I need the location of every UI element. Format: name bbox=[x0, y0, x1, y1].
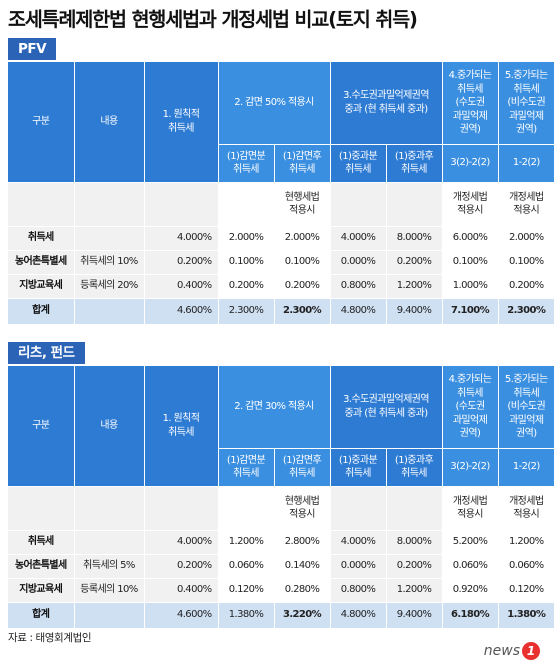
header-naeyong: 내용 bbox=[74, 62, 145, 183]
header-gubun: 구분 bbox=[8, 366, 75, 487]
header-metro: 3.수도권과밀억제권역 중과 (현 취득세 중과) bbox=[330, 366, 443, 449]
sub-reduce-before: (1)감면분 취득세 bbox=[218, 144, 275, 183]
note-new-5: 개정세법 적용시 bbox=[498, 486, 555, 531]
sub-col5: 1-2(2) bbox=[498, 144, 555, 183]
sub-reduce-after: (1)감면후 취득세 bbox=[274, 144, 331, 183]
header-col5: 5.중가되는 취득세 (비수도권 과밀억제 권역) bbox=[498, 366, 555, 449]
header-naeyong: 내용 bbox=[74, 366, 145, 487]
sub-metro-before: (1)중과분 취득세 bbox=[330, 144, 387, 183]
table-row: 지방교육세 등록세의 20% 0.400% 0.200% 0.200% 0.80… bbox=[8, 274, 555, 299]
logo-text: news bbox=[483, 643, 520, 659]
table-row: 취득세 4.000% 1.200% 2.800% 4.000% 8.000% 5… bbox=[8, 530, 555, 555]
section-badge-reits: 리츠, 펀드 bbox=[8, 342, 85, 364]
section-badge-pfv: PFV bbox=[8, 38, 57, 60]
page-title: 조세특례제한법 현행세법과 개정세법 비교(토지 취득) bbox=[8, 8, 418, 31]
comparison-table-reits: 구분 내용 1. 원칙적 취득세 2. 감면 30% 적용시 3.수도권과밀억제권… bbox=[8, 366, 555, 629]
header-reduce: 2. 감면 50% 적용시 bbox=[218, 62, 331, 145]
note-current: 현행세법 적용시 bbox=[274, 182, 331, 227]
note-new-4: 개정세법 적용시 bbox=[442, 486, 499, 531]
header-col4: 4.중가되는 취득세 (수도권 과밀억제 권역) bbox=[442, 366, 499, 449]
header-col4: 4.중가되는 취득세 (수도권 과밀억제 권역) bbox=[442, 62, 499, 145]
news1-logo: news 1 bbox=[484, 640, 540, 662]
sub-col5: 1-2(2) bbox=[498, 448, 555, 487]
total-row: 합계 4.600% 2.300% 2.300% 4.800% 9.400% 7.… bbox=[8, 298, 555, 325]
sub-col4: 3(2)-2(2) bbox=[442, 144, 499, 183]
header-basic: 1. 원칙적 취득세 bbox=[144, 62, 219, 183]
table-row: 농어촌특별세 취득세의 5% 0.200% 0.060% 0.140% 0.00… bbox=[8, 554, 555, 579]
header-basic: 1. 원칙적 취득세 bbox=[144, 366, 219, 487]
total-row: 합계 4.600% 1.380% 3.220% 4.800% 9.400% 6.… bbox=[8, 602, 555, 629]
source-note: 자료 : 태영회계법인 bbox=[8, 632, 92, 644]
note-current: 현행세법 적용시 bbox=[274, 486, 331, 531]
sub-reduce-after: (1)감면후 취득세 bbox=[274, 448, 331, 487]
comparison-table-pfv: 구분 내용 1. 원칙적 취득세 2. 감면 50% 적용시 3.수도권과밀억제권… bbox=[8, 62, 555, 325]
sub-metro-after: (1)중과후 취득세 bbox=[386, 448, 443, 487]
sub-metro-before: (1)중과분 취득세 bbox=[330, 448, 387, 487]
note-new-5: 개정세법 적용시 bbox=[498, 182, 555, 227]
table-row: 농어촌특별세 취득세의 10% 0.200% 0.100% 0.100% 0.0… bbox=[8, 250, 555, 275]
table-row: 지방교육세 등록세의 10% 0.400% 0.120% 0.280% 0.80… bbox=[8, 578, 555, 603]
header-gubun: 구분 bbox=[8, 62, 75, 183]
header-reduce: 2. 감면 30% 적용시 bbox=[218, 366, 331, 449]
note-new-4: 개정세법 적용시 bbox=[442, 182, 499, 227]
header-metro: 3.수도권과밀억제권역 중과 (현 취득세 중과) bbox=[330, 62, 443, 145]
table-row: 취득세 4.000% 2.000% 2.000% 4.000% 8.000% 6… bbox=[8, 226, 555, 251]
sub-reduce-before: (1)감면분 취득세 bbox=[218, 448, 275, 487]
header-col5: 5.중가되는 취득세 (비수도권 과밀억제 권역) bbox=[498, 62, 555, 145]
sub-metro-after: (1)중과후 취득세 bbox=[386, 144, 443, 183]
logo-mark: 1 bbox=[522, 642, 540, 660]
sub-col4: 3(2)-2(2) bbox=[442, 448, 499, 487]
